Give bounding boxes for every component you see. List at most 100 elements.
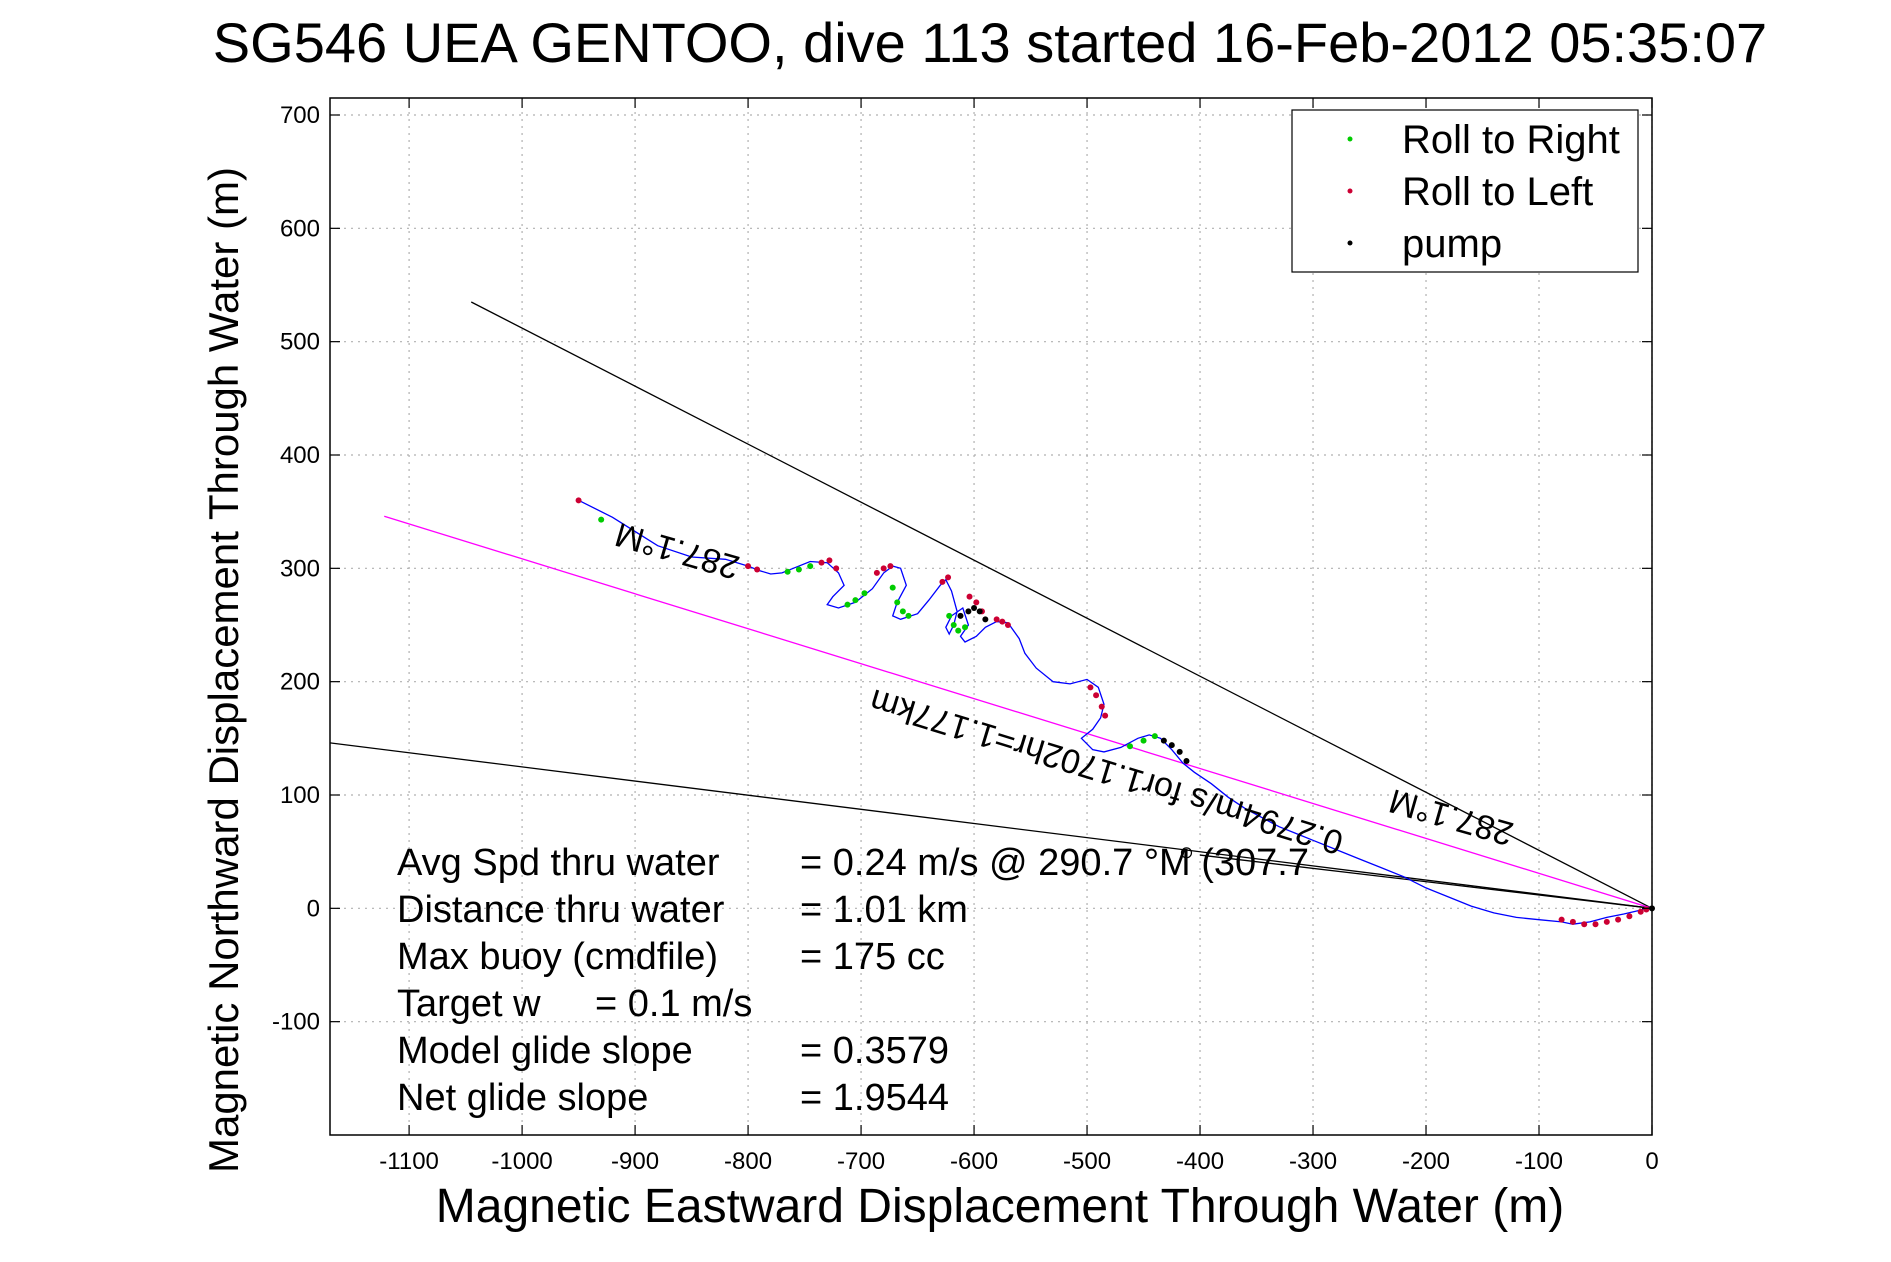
roll-left-point: [1626, 913, 1633, 920]
legend-entry: pump: [1402, 222, 1502, 266]
roll-left-point: [939, 578, 946, 585]
x-axis-label: Magnetic Eastward Displacement Through W…: [436, 1180, 1564, 1233]
lower-black-line: [329, 742, 1653, 909]
x-tick-label: -200: [1402, 1148, 1450, 1175]
glider-track: [578, 499, 1652, 925]
roll-left-point: [1637, 908, 1644, 915]
x-tick-label: -1000: [491, 1148, 552, 1175]
plot-frame: [329, 97, 1653, 1136]
x-tick-label: -1100: [379, 1148, 439, 1175]
roll-right-point: [1151, 733, 1158, 740]
y-tick-label: 500: [280, 329, 320, 356]
pump-point: [982, 616, 989, 623]
roll-right-point: [899, 608, 906, 615]
roll-left-point: [1592, 921, 1599, 928]
roll-left-point: [1093, 692, 1100, 699]
roll-left-point: [993, 616, 1000, 623]
roll-left-point: [1004, 622, 1011, 628]
magenta-line: [384, 515, 1653, 909]
x-tick-label: 0: [1645, 1148, 1658, 1175]
x-tick-label: -300: [1289, 1148, 1337, 1175]
stat-label: Model glide slope: [397, 1030, 693, 1072]
roll-right-point: [795, 566, 802, 573]
roll-left-point: [887, 563, 894, 570]
y-tick-label: -100: [272, 1009, 320, 1036]
roll-left-point: [1615, 916, 1622, 923]
roll-right-point: [950, 622, 957, 628]
chart-title: SG546 UEA GENTOO, dive 113 started 16-Fe…: [213, 11, 1767, 74]
roll-right-point: [962, 624, 969, 631]
roll-left-point: [1643, 906, 1650, 913]
x-tick-label: -700: [837, 1148, 885, 1175]
roll-points: [575, 497, 1655, 928]
roll-left-point: [1581, 921, 1588, 928]
origin-marker: [1180, 847, 1193, 859]
roll-left-point: [754, 566, 761, 573]
pump-point: [957, 612, 964, 619]
roll-right-point: [861, 590, 868, 597]
stat-value: = 0.1 m/s: [595, 983, 752, 1025]
stat-value: = 0.24 m/s @ 290.7 °M (307.7: [800, 842, 1309, 884]
roll-left-point: [1087, 684, 1094, 691]
roll-left-point: [966, 593, 973, 600]
legend-marker: [1347, 188, 1353, 194]
short-black-line: [1199, 854, 1653, 909]
roll-right-point: [905, 612, 912, 619]
roll-right-point: [1126, 743, 1133, 750]
roll-left-point: [575, 497, 582, 504]
legend: Roll to Right Roll to Left pump: [1291, 109, 1639, 273]
pump-point: [1160, 737, 1167, 744]
x-tick-label: -100: [1515, 1148, 1563, 1175]
legend-entry: Roll to Right: [1402, 118, 1620, 162]
y-tick-label: 600: [280, 215, 320, 242]
pump-point: [976, 608, 983, 615]
roll-left-point: [1098, 703, 1105, 710]
roll-right-point: [955, 627, 962, 634]
axis-ticks: -1100 -1000 -900 -800 -700 -600 -500 -400 -300 -2…: [272, 98, 1659, 1175]
reference-lines: [329, 301, 1653, 909]
pump-point: [971, 605, 978, 611]
roll-right-point: [889, 584, 896, 591]
roll-left-point: [1102, 712, 1109, 719]
y-tick-label: 200: [280, 669, 320, 696]
legend-marker: [1347, 240, 1353, 246]
roll-right-point: [946, 612, 953, 619]
stat-label: Net glide slope: [397, 1077, 648, 1119]
roll-left-point: [1558, 916, 1565, 923]
roll-right-point: [598, 516, 605, 523]
roll-left-point: [873, 569, 880, 576]
heading-annotation: 0.2794m/s for1.1702hr=1.177km: [865, 681, 1347, 861]
roll-right-point: [1140, 737, 1147, 744]
stat-value: = 1.01 km: [800, 889, 968, 931]
y-tick-label: 300: [280, 555, 320, 582]
stat-value: = 175 cc: [800, 936, 945, 978]
roll-left-point: [999, 618, 1006, 625]
roll-left-point: [1603, 918, 1610, 925]
stat-value: = 1.9544: [800, 1077, 949, 1119]
heading-annotation: 287.1°M: [611, 515, 744, 587]
roll-right-point: [844, 601, 851, 608]
upper-black-line: [470, 301, 1653, 909]
heading-annotation: 287.1°M: [1385, 781, 1518, 853]
legend-entry: Roll to Left: [1402, 170, 1593, 214]
y-tick-label: 700: [280, 102, 320, 129]
pump-point: [965, 608, 972, 615]
track: [578, 499, 1652, 925]
roll-left-point: [945, 574, 952, 581]
y-tick-label: 400: [280, 442, 320, 469]
stat-label: Avg Spd thru water: [397, 842, 720, 884]
roll-right-point: [807, 563, 814, 570]
roll-right-point: [784, 568, 791, 575]
roll-left-point: [818, 559, 825, 566]
roll-right-point: [852, 597, 859, 604]
roll-left-point: [973, 599, 980, 606]
roll-left-point: [826, 557, 833, 564]
x-tick-label: -900: [611, 1148, 659, 1175]
stat-label: Target w: [397, 983, 541, 1025]
x-tick-label: -500: [1063, 1148, 1111, 1175]
roll-left-point: [880, 565, 887, 572]
roll-right-point: [894, 599, 901, 606]
x-tick-label: -600: [950, 1148, 998, 1175]
stats-block: Avg Spd thru water = 0.24 m/s @ 290.7 °M …: [397, 842, 1309, 1119]
